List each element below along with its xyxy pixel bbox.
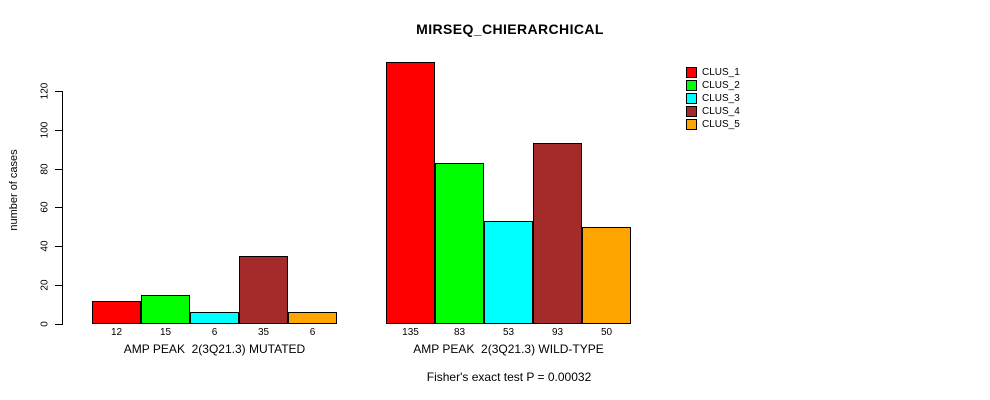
y-tick-mark xyxy=(55,207,62,208)
bar-value-label: 93 xyxy=(551,327,564,338)
bar-clus_3 xyxy=(190,312,239,324)
bar-clus_5 xyxy=(288,312,337,324)
bar-clus_1 xyxy=(386,62,435,324)
bar-value-label: 6 xyxy=(211,327,218,338)
y-tick-mark xyxy=(55,91,62,92)
legend-label-clus_5: CLUS_5 xyxy=(702,119,740,130)
bar-clus_2 xyxy=(141,295,190,324)
legend-swatch-clus_3 xyxy=(686,93,697,104)
bar-value-label: 83 xyxy=(453,327,466,338)
bar-value-label: 6 xyxy=(309,327,316,338)
group-label: AMP PEAK 2(3Q21.3) MUTATED xyxy=(123,342,306,356)
legend-label-clus_1: CLUS_1 xyxy=(702,67,740,78)
legend-swatch-clus_4 xyxy=(686,106,697,117)
y-tick-mark xyxy=(55,324,62,325)
legend-swatch-clus_1 xyxy=(686,67,697,78)
legend-swatch-clus_5 xyxy=(686,119,697,130)
bar-clus_2 xyxy=(435,163,484,324)
group-label: AMP PEAK 2(3Q21.3) WILD-TYPE xyxy=(413,342,604,356)
y-axis-line xyxy=(62,91,63,325)
legend-label-clus_2: CLUS_2 xyxy=(702,80,740,91)
bar-value-label: 12 xyxy=(110,327,123,338)
bar-value-label: 50 xyxy=(600,327,613,338)
bar-clus_1 xyxy=(92,301,141,324)
y-tick-mark xyxy=(55,246,62,247)
legend-label-clus_4: CLUS_4 xyxy=(702,106,740,117)
bar-clus_3 xyxy=(484,221,533,324)
bar-clus_4 xyxy=(239,256,288,324)
legend-label-clus_3: CLUS_3 xyxy=(702,93,740,104)
bar-clus_4 xyxy=(533,143,582,324)
fisher-test-note: Fisher's exact test P = 0.00032 xyxy=(426,370,592,384)
legend-swatch-clus_2 xyxy=(686,80,697,91)
y-tick-mark xyxy=(55,285,62,286)
bar-value-label: 135 xyxy=(402,327,419,338)
bar-clus_5 xyxy=(582,227,631,324)
bar-value-label: 53 xyxy=(502,327,515,338)
chart-title: MIRSEQ_CHIERARCHICAL xyxy=(416,21,604,37)
y-tick-mark xyxy=(55,169,62,170)
y-tick-mark xyxy=(55,130,62,131)
bar-value-label: 35 xyxy=(257,327,270,338)
bar-value-label: 15 xyxy=(159,327,172,338)
